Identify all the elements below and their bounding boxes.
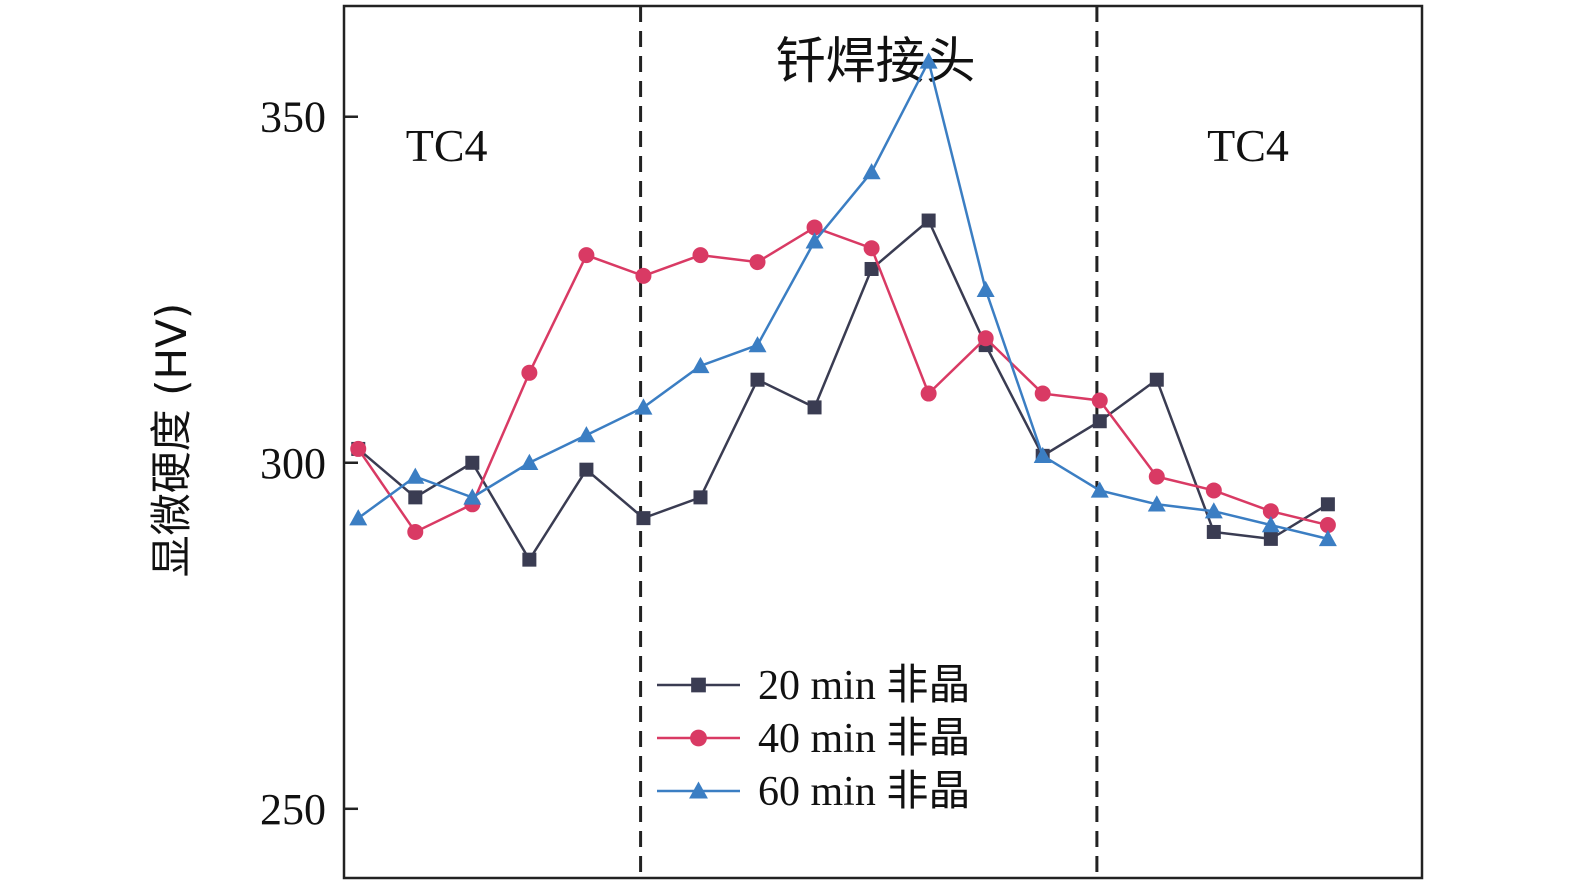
data-point-marker (1149, 372, 1164, 387)
data-point-marker (465, 455, 480, 470)
legend-label: 40 min 非晶 (758, 716, 970, 762)
legend-marker-swatch (691, 677, 706, 693)
data-point-marker (805, 232, 824, 249)
data-point-marker (350, 440, 367, 457)
data-point-marker (1261, 516, 1280, 533)
data-point-marker (1204, 502, 1223, 519)
legend-item: 40 min 非晶 (657, 716, 970, 762)
data-point-marker (1205, 482, 1222, 499)
data-point-marker (919, 52, 938, 69)
data-point-marker (521, 364, 538, 381)
data-point-marker (520, 453, 539, 470)
region-label: TC4 (1207, 120, 1289, 171)
data-point-marker (692, 247, 709, 264)
data-point-marker (1092, 414, 1107, 429)
data-point-marker (349, 509, 368, 526)
data-point-marker (1262, 503, 1279, 520)
data-point-marker (1319, 517, 1336, 534)
legend-label: 60 min 非晶 (758, 769, 970, 815)
plot-area-frame (342, 4, 1424, 880)
series-line (357, 57, 1329, 541)
y-tick-label: 300 (260, 439, 326, 488)
data-point-marker (806, 219, 823, 236)
data-point-marker (636, 511, 651, 526)
data-point-marker (864, 261, 879, 276)
y-axis-label: 显微硬度 (HV) (147, 303, 196, 577)
data-point-marker (635, 267, 652, 284)
data-point-marker (863, 240, 880, 257)
data-point-marker (977, 330, 994, 347)
legend-label: 20 min 非晶 (758, 663, 970, 709)
data-point-marker (1090, 481, 1109, 498)
data-point-marker (1320, 497, 1335, 512)
series-1 (351, 213, 1335, 567)
data-point-marker (693, 490, 708, 505)
data-point-marker (578, 247, 595, 264)
region-dividers (639, 6, 1099, 878)
data-point-marker (976, 280, 995, 297)
series-layer (349, 52, 1337, 567)
data-point-marker (1206, 524, 1221, 539)
region-label: TC4 (406, 120, 488, 171)
data-point-marker (579, 462, 594, 477)
series-3 (349, 52, 1337, 547)
data-point-marker (407, 523, 424, 540)
data-point-marker (1318, 529, 1337, 547)
data-point-marker (807, 400, 822, 415)
data-point-marker (749, 254, 766, 271)
data-point-marker (1033, 446, 1052, 464)
data-point-marker (1034, 385, 1051, 402)
region-labels: TC4 钎焊接头 TC4 (406, 32, 1289, 171)
data-point-marker (691, 356, 710, 374)
data-point-marker (921, 213, 936, 228)
y-tick-label: 250 (260, 785, 326, 834)
data-point-marker (1263, 531, 1278, 546)
data-point-marker (522, 552, 537, 567)
data-point-marker (748, 336, 767, 353)
legend-item: 60 min 非晶 (657, 769, 970, 815)
data-point-marker (1148, 468, 1165, 485)
legend-item: 20 min 非晶 (657, 663, 970, 709)
data-point-marker (463, 488, 482, 505)
legend: 20 min 非晶 40 min 非晶 60 min 非晶 (657, 663, 970, 815)
region-label: 钎焊接头 (776, 32, 976, 90)
legend-marker-swatch (690, 729, 707, 747)
y-axis-ticks: 250 300 350 (260, 93, 358, 834)
data-point-marker (1147, 495, 1166, 512)
data-point-marker (1091, 392, 1108, 409)
data-point-marker (406, 467, 425, 484)
data-point-marker (750, 372, 765, 387)
data-point-marker (920, 385, 937, 402)
y-tick-label: 350 (260, 93, 326, 142)
legend-marker-swatch (689, 781, 708, 799)
series-line (357, 218, 1329, 563)
data-point-marker (862, 163, 881, 180)
data-point-marker (408, 490, 423, 505)
data-point-marker (634, 398, 653, 415)
series-line (357, 226, 1329, 534)
data-point-marker (577, 426, 596, 443)
series-2 (350, 219, 1336, 540)
